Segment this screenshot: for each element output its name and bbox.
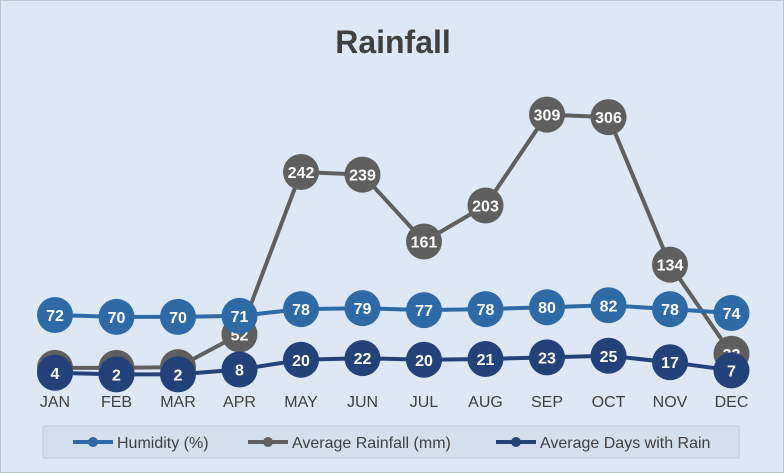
legend-marker (263, 437, 273, 447)
data-label: 70 (108, 310, 126, 327)
data-label: 22 (354, 351, 372, 368)
data-label: 78 (292, 302, 310, 319)
x-tick-label: FEB (101, 394, 132, 411)
data-point (406, 223, 442, 260)
data-label: 71 (231, 309, 249, 326)
data-label: 78 (661, 302, 679, 319)
data-point (37, 296, 73, 333)
legend-label: Average Days with Rain (540, 435, 710, 452)
data-point (590, 99, 627, 136)
data-label: 2 (112, 367, 121, 384)
data-label: 309 (534, 108, 561, 125)
x-tick-label: APR (223, 394, 256, 411)
series-line-0 (53, 303, 734, 319)
data-label: 161 (411, 235, 438, 252)
data-label: 23 (538, 350, 556, 367)
legend-marker (511, 437, 521, 447)
legend: Humidity (%) Average Rainfall (mm) Average… (73, 435, 710, 452)
data-point (98, 356, 135, 393)
x-axis-labels: JAN FEB MAR APR MAY JUN JUL AUG SEP OCT NOV DEC (40, 394, 749, 411)
data-point (98, 298, 135, 335)
data-point (160, 298, 196, 335)
data-label: 20 (292, 353, 310, 370)
data-label: 17 (661, 355, 679, 372)
x-tick-label: DEC (715, 394, 749, 411)
data-label: 79 (354, 301, 372, 318)
legend-label: Average Rainfall (mm) (292, 435, 451, 452)
data-label: 242 (288, 165, 315, 182)
data-label: 4 (51, 366, 60, 383)
x-tick-label: MAY (284, 394, 318, 411)
data-point (283, 291, 319, 328)
data-label: 74 (723, 306, 741, 323)
data-label: 306 (595, 110, 622, 127)
series-line-2 (53, 353, 734, 377)
data-point (467, 187, 504, 224)
series-layer: 1010115224223916120330930613432727070717… (37, 96, 750, 393)
data-point (529, 289, 565, 326)
x-tick-label: NOV (653, 394, 688, 411)
data-point (283, 341, 319, 378)
data-point (283, 154, 319, 191)
data-label: 239 (349, 168, 376, 185)
data-label: 203 (472, 198, 499, 215)
x-tick-label: JUN (347, 394, 378, 411)
data-label: 20 (415, 353, 433, 370)
data-point (344, 340, 381, 377)
data-point (652, 291, 688, 328)
x-tick-label: JUL (410, 394, 439, 411)
data-label: 7 (727, 363, 736, 380)
data-point (713, 352, 750, 389)
data-label: 82 (600, 298, 618, 315)
data-point (590, 337, 627, 374)
legend-label: Humidity (%) (117, 435, 209, 452)
data-label: 21 (477, 352, 495, 369)
data-point (344, 290, 381, 327)
data-point (529, 96, 565, 133)
data-point (652, 246, 688, 283)
data-label: 77 (415, 303, 433, 320)
data-point (652, 344, 688, 381)
data-point (344, 156, 381, 193)
data-point (467, 340, 504, 377)
chart-title: Rainfall (335, 24, 451, 60)
data-point (713, 295, 750, 332)
data-point (221, 351, 258, 388)
data-label: 80 (538, 300, 556, 317)
x-tick-label: MAR (160, 394, 196, 411)
x-tick-label: SEP (531, 394, 563, 411)
x-tick-label: AUG (468, 394, 503, 411)
x-tick-label: OCT (592, 394, 626, 411)
data-point (37, 354, 73, 391)
data-label: 72 (46, 308, 64, 325)
data-point (406, 341, 442, 378)
data-point (221, 297, 258, 334)
data-point (406, 292, 442, 329)
data-label: 2 (174, 367, 183, 384)
data-label: 25 (600, 349, 618, 366)
data-point (467, 291, 504, 328)
series-line-1 (53, 112, 734, 370)
legend-marker (88, 437, 98, 447)
data-label: 8 (235, 363, 244, 380)
data-point (160, 356, 196, 393)
legend-box (42, 425, 740, 459)
x-tick-label: JAN (40, 394, 70, 411)
data-point (590, 287, 627, 324)
data-label: 78 (477, 302, 495, 319)
data-point (529, 339, 565, 376)
data-label: 134 (657, 258, 684, 275)
data-label: 70 (169, 310, 187, 327)
